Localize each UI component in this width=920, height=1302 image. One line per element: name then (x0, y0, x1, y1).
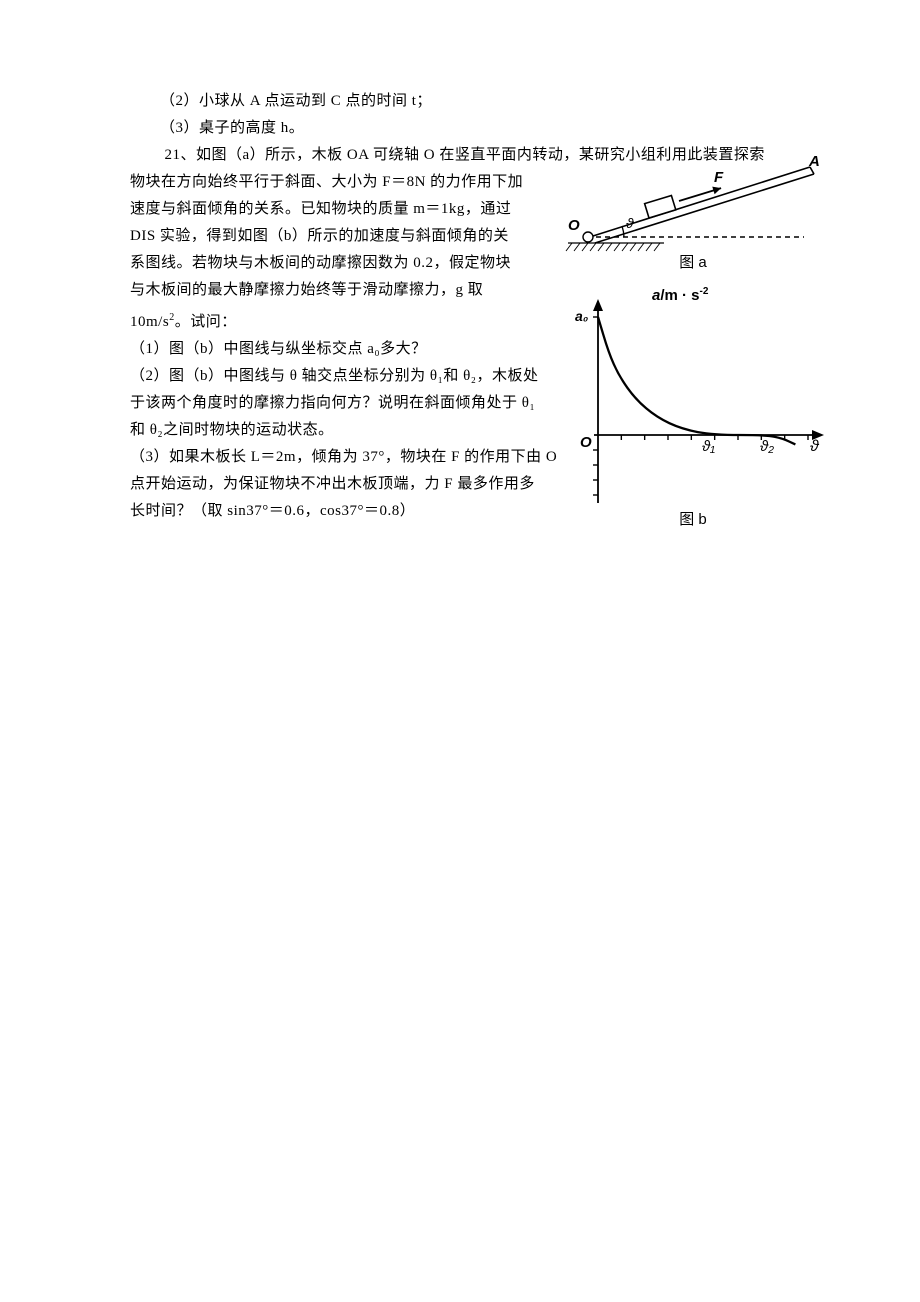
q21-p1: （1）图（b）中图线与纵坐标交点 a₀多大？ (130, 336, 560, 363)
fig-b-theta1: ϑ₁ (702, 438, 715, 455)
q21-p2-l1: （2）图（b）中图线与 θ 轴交点坐标分别为 θ₁和 θ₂，木板处 (130, 363, 560, 390)
figure-b: a/m · s-2 a₀ O ϑ₁ ϑ₂ ϑ 图 b (558, 290, 828, 540)
fig-b-ylabel: a/m · s-2 (652, 286, 708, 304)
fig-a-A: A (809, 153, 820, 170)
q21-body-l1: 物块在方向始终平行于斜面、大小为 F＝8N 的力作用下加 (130, 169, 550, 196)
fig-a-O: O (568, 217, 580, 234)
fig-b-caption: 图 b (558, 508, 828, 529)
q21-body-l6: 10m/s2。试问： (130, 304, 550, 336)
fig-a-F: F (714, 169, 723, 186)
fig-b-theta2: ϑ₂ (760, 438, 774, 455)
q20-part2: （2）小球从 A 点运动到 C 点的时间 t； (130, 88, 810, 115)
q21-body-l6b: 。试问： (175, 314, 237, 330)
fig-b-xlabel: ϑ (810, 438, 819, 456)
q21-body-l2: 速度与斜面倾角的关系。已知物块的质量 m＝1kg，通过 (130, 196, 550, 223)
q21-body-l5: 与木板间的最大静摩擦力始终等于滑动摩擦力，g 取 (130, 277, 550, 304)
q21-body-l4: 系图线。若物块与木板间的动摩擦因数为 0.2，假定物块 (130, 250, 550, 277)
fig-a-caption: 图 a (564, 251, 822, 272)
fig-b-ylabel-unit: /m · s (660, 287, 699, 304)
q21-p3-l3: 长时间？（取 sin37°＝0.6，cos37°＝0.8） (130, 498, 560, 525)
q21-p2-l3: 和 θ₂之间时物块的运动状态。 (130, 417, 560, 444)
fig-b-ylabel-exp: -2 (700, 286, 709, 297)
figure-a: F A O ϑ 图 a (564, 155, 822, 275)
q21-p3-l2: 点开始运动，为保证物块不冲出木板顶端，力 F 最多作用多 (130, 471, 560, 498)
figure-b-svg (558, 290, 828, 540)
q21-p3-l1: （3）如果木板长 L＝2m，倾角为 37°，物块在 F 的作用下由 O (130, 444, 560, 471)
fig-b-origin: O (580, 434, 592, 451)
fig-a-theta: ϑ (626, 215, 634, 231)
q20-part3: （3）桌子的高度 h。 (130, 115, 810, 142)
fig-b-a0: a₀ (575, 308, 588, 324)
q21-body-l3: DIS 实验，得到如图（b）所示的加速度与斜面倾角的关 (130, 223, 550, 250)
q21-body-l6a: 10m/s (130, 314, 169, 330)
q21-p2-l2: 于该两个角度时的摩擦力指向何方？说明在斜面倾角处于 θ₁ (130, 390, 560, 417)
